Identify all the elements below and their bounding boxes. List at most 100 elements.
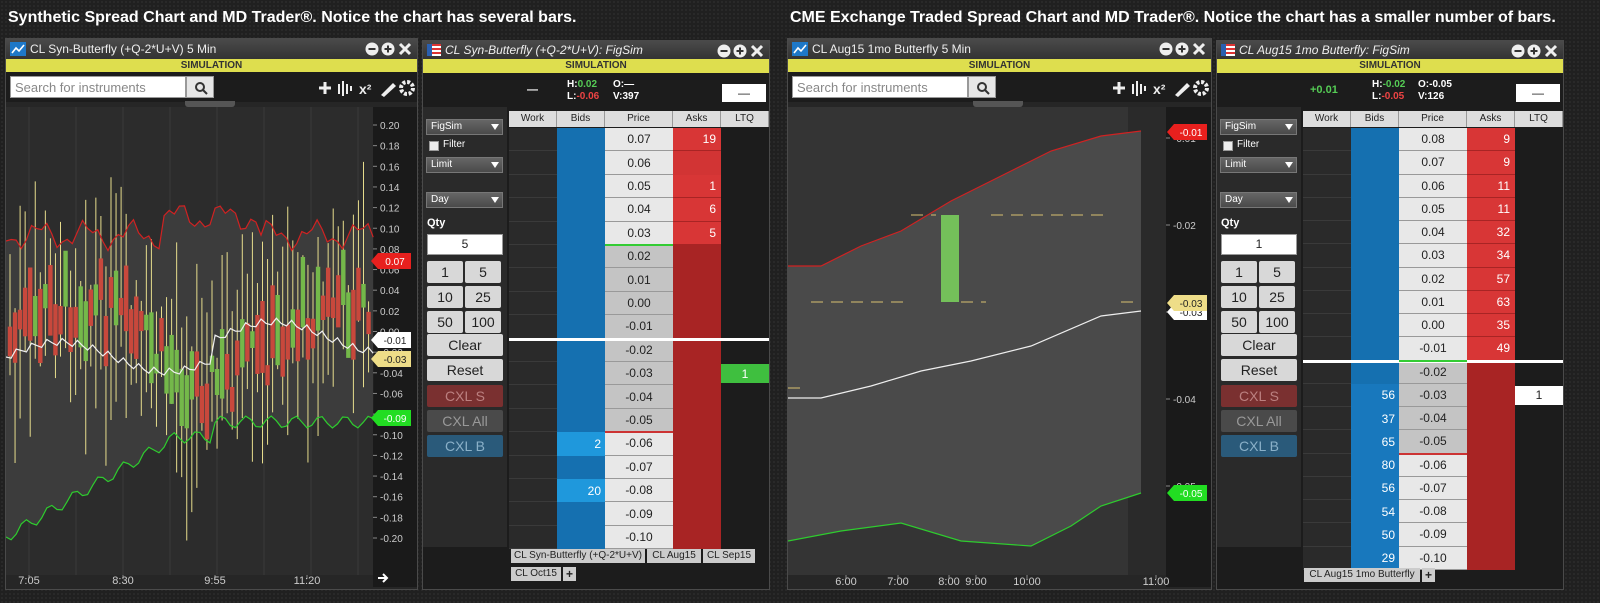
work-cell[interactable] [1303, 361, 1351, 384]
work-cell[interactable] [1303, 500, 1351, 524]
cancel-button[interactable]: CXL S [427, 385, 503, 407]
work-cell[interactable] [509, 222, 557, 245]
ask-cell[interactable] [673, 526, 721, 549]
qty-button[interactable]: 10 [427, 286, 463, 308]
cancel-button[interactable]: CXL B [427, 435, 503, 457]
ask-cell[interactable] [673, 362, 721, 385]
qty-button[interactable]: 5 [465, 261, 501, 283]
dropdown[interactable]: FigSim [426, 119, 503, 135]
bid-cell[interactable]: 50 [1351, 523, 1399, 547]
price-cell[interactable]: -0.01 [605, 315, 673, 339]
qty-button[interactable]: 10 [1221, 286, 1257, 308]
qty-button[interactable]: 5 [1259, 261, 1295, 283]
work-cell[interactable] [509, 456, 557, 479]
work-cell[interactable] [1303, 221, 1351, 245]
checkbox[interactable] [1223, 141, 1233, 151]
work-cell[interactable] [1303, 454, 1351, 477]
work-cell[interactable] [509, 198, 557, 222]
ask-cell[interactable]: 1 [673, 174, 721, 199]
work-cell[interactable] [1303, 244, 1351, 268]
qty-button[interactable]: 50 [427, 311, 463, 333]
work-cell[interactable] [509, 479, 557, 503]
ask-cell[interactable]: 49 [1467, 337, 1515, 361]
clear-button[interactable]: Clear [427, 334, 503, 356]
dropdown[interactable]: Day [1220, 192, 1297, 208]
dropdown[interactable]: Limit [426, 157, 503, 173]
add-tab[interactable]: + [563, 567, 576, 581]
qty-button[interactable]: 100 [465, 311, 501, 333]
work-cell[interactable] [509, 502, 557, 526]
cancel-button[interactable]: CXL All [427, 410, 503, 432]
price-cell[interactable]: 0.05 [1399, 197, 1467, 221]
work-cell[interactable] [509, 362, 557, 386]
ask-cell[interactable]: 32 [1467, 221, 1515, 245]
ask-cell[interactable] [1467, 547, 1515, 570]
ask-cell[interactable]: 57 [1467, 267, 1515, 291]
price-cell[interactable]: 0.01 [1399, 290, 1467, 314]
bid-cell[interactable] [557, 222, 605, 245]
ask-cell[interactable] [673, 315, 721, 338]
work-cell[interactable] [1303, 268, 1351, 291]
window-buttons[interactable] [365, 41, 415, 57]
price-cell[interactable]: -0.08 [605, 479, 673, 503]
work-cell[interactable] [509, 268, 557, 292]
price-cell[interactable]: -0.08 [1399, 500, 1467, 524]
ask-cell[interactable] [673, 385, 721, 408]
ask-cell[interactable] [1467, 361, 1515, 384]
cancel-button[interactable]: CXL S [1221, 385, 1297, 407]
ask-cell[interactable] [673, 268, 721, 291]
instrument-tab[interactable]: CL Syn-Butterfly (+Q-2*U+V) [511, 549, 645, 563]
instrument-tab[interactable]: CL Oct15 [511, 567, 561, 581]
ask-cell[interactable] [1467, 430, 1515, 453]
bid-cell[interactable]: 37 [1351, 407, 1399, 431]
add-tab[interactable]: + [1422, 568, 1435, 582]
clear-button[interactable]: Clear [1221, 334, 1297, 356]
price-cell[interactable]: 0.02 [605, 245, 673, 269]
work-cell[interactable] [509, 175, 557, 199]
search-button[interactable] [968, 76, 996, 98]
bid-cell[interactable] [1351, 268, 1399, 291]
dropdown[interactable]: Limit [1220, 157, 1297, 173]
price-cell[interactable]: 0.08 [1399, 128, 1467, 152]
bid-cell[interactable]: 65 [1351, 430, 1399, 454]
ask-cell[interactable]: 35 [1467, 314, 1515, 338]
work-cell[interactable] [1303, 198, 1351, 221]
work-cell[interactable] [1303, 547, 1351, 570]
search-input[interactable]: Search for instruments [792, 76, 968, 98]
ask-cell[interactable] [673, 456, 721, 479]
bid-cell[interactable] [557, 175, 605, 198]
bid-cell[interactable] [557, 409, 605, 432]
instrument-tab[interactable]: CL Aug15 1mo Butterfly [1304, 568, 1420, 582]
price-cell[interactable]: 0.07 [1399, 151, 1467, 175]
price-cell[interactable]: 0.07 [605, 128, 673, 152]
ask-cell[interactable] [1467, 384, 1515, 407]
bid-cell[interactable] [557, 362, 605, 385]
instrument-tab[interactable]: CL Sep15 [703, 549, 755, 563]
work-cell[interactable] [509, 245, 557, 269]
checkbox[interactable] [429, 141, 439, 151]
ask-cell[interactable]: 9 [1467, 151, 1515, 175]
qty-input[interactable]: 5 [427, 234, 503, 255]
bid-cell[interactable] [1351, 198, 1399, 221]
chart-plot[interactable]: 0.20 0.18 0.16 0.14 0.12 0.10 0.08 0.06 0.04 0.02… [6, 107, 417, 589]
qty-button[interactable]: 1 [427, 261, 463, 283]
bid-cell[interactable] [1351, 291, 1399, 314]
bid-cell[interactable] [1351, 151, 1399, 174]
ask-cell[interactable]: 6 [673, 198, 721, 222]
ask-cell[interactable] [1467, 477, 1515, 500]
ask-cell[interactable]: 9 [1467, 128, 1515, 152]
price-cell[interactable]: -0.07 [1399, 476, 1467, 500]
dropdown[interactable]: FigSim [1220, 119, 1297, 135]
ask-cell[interactable]: 11 [1467, 174, 1515, 198]
work-cell[interactable] [1303, 128, 1351, 152]
bid-cell[interactable] [557, 198, 605, 221]
bid-cell[interactable] [1351, 128, 1399, 151]
work-cell[interactable] [1303, 384, 1351, 407]
window-buttons[interactable] [717, 43, 767, 59]
price-cell[interactable]: -0.09 [605, 502, 673, 526]
reset-button[interactable]: Reset [427, 359, 503, 381]
work-cell[interactable] [1303, 523, 1351, 547]
bid-cell[interactable] [557, 456, 605, 479]
bid-cell[interactable] [1351, 244, 1399, 267]
qty-button[interactable]: 25 [465, 286, 501, 308]
